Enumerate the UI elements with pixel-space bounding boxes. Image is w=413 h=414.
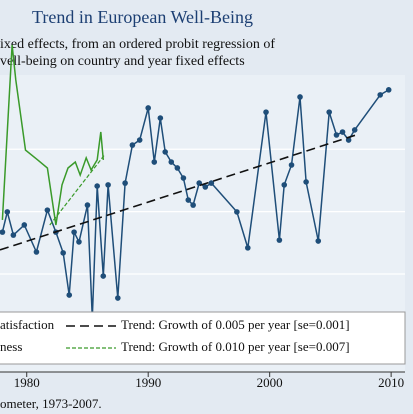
subtitle: ixed effects, from an ordered probit reg… (0, 37, 275, 52)
data-point (129, 142, 136, 148)
data-point (10, 232, 17, 238)
data-point (245, 245, 251, 251)
data-point (122, 180, 128, 186)
data-point (0, 229, 6, 235)
series-line (1, 89, 390, 318)
data-point (208, 180, 215, 186)
data-point (71, 229, 77, 235)
x-tick-label: 1990 (135, 375, 161, 390)
trend-line (49, 154, 105, 226)
data-point (174, 165, 181, 171)
data-point (94, 183, 100, 189)
data-point (105, 182, 111, 188)
data-point (115, 295, 121, 301)
data-point (326, 109, 332, 115)
legend-box (0, 311, 406, 365)
data-point (44, 207, 51, 213)
data-point (377, 92, 384, 98)
data-point (263, 109, 269, 115)
data-point (297, 94, 303, 100)
data-point (385, 87, 392, 93)
data-point (276, 237, 283, 243)
data-point (180, 175, 187, 181)
data-point (66, 292, 73, 298)
data-point (84, 202, 91, 208)
data-point (100, 273, 107, 279)
series-line (1, 44, 105, 226)
subtitle: vell-being on country and year fixed eff… (0, 54, 245, 69)
data-point (4, 209, 11, 215)
data-point (281, 182, 288, 188)
data-point (339, 129, 346, 135)
data-point (345, 137, 352, 143)
x-tick-label: 1980 (14, 375, 40, 390)
data-point (21, 222, 28, 228)
data-point (333, 132, 340, 138)
data-point (168, 159, 175, 165)
data-point (185, 197, 192, 203)
legend-label: atisfaction (0, 317, 55, 332)
data-point (234, 209, 240, 215)
data-point (190, 202, 196, 208)
legend-label: ness (0, 339, 22, 354)
data-point (162, 149, 168, 155)
data-point (157, 115, 164, 121)
data-point (145, 105, 151, 111)
x-tick-label: 2010 (378, 375, 404, 390)
data-point (288, 162, 295, 168)
chart-title: Trend in European Well-Being (32, 7, 253, 27)
legend-label: Trend: Growth of 0.005 per year [se=0.00… (121, 317, 350, 332)
data-point (136, 137, 143, 143)
data-point (60, 250, 66, 256)
x-tick-label: 2000 (257, 375, 283, 390)
trend-line (0, 134, 357, 251)
data-point (76, 239, 82, 245)
data-point (303, 179, 309, 185)
legend-label: Trend: Growth of 0.010 per year [se=0.00… (121, 339, 350, 354)
data-point (202, 184, 209, 190)
data-point (151, 159, 158, 165)
data-point (33, 249, 40, 255)
data-point (315, 238, 322, 244)
source-note: ometer, 1973-2007. (0, 396, 102, 411)
data-point (351, 127, 358, 133)
legend: atisfaction Trend: Growth of 0.005 per ye… (0, 311, 406, 365)
